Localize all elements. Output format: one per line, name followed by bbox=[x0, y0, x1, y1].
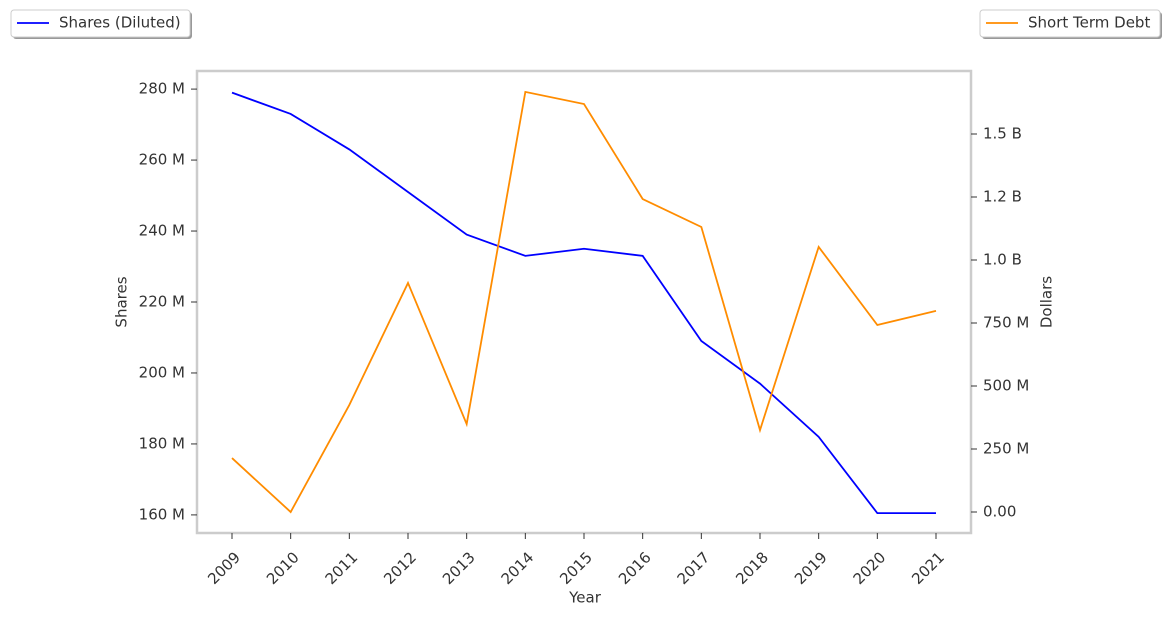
y-tick-label: 160 M bbox=[139, 505, 185, 523]
x-tick-label: 2010 bbox=[263, 548, 303, 588]
legend-label: Short Term Debt bbox=[1028, 14, 1150, 32]
x-tick-label: 2015 bbox=[556, 548, 596, 588]
x-tick-label: 2009 bbox=[204, 548, 244, 588]
x-tick-label: 2011 bbox=[322, 548, 362, 588]
y-tick-label: 260 M bbox=[139, 151, 185, 169]
x-tick-label: 2017 bbox=[674, 548, 714, 588]
x-tick-label: 2012 bbox=[380, 548, 420, 588]
legend-box bbox=[979, 9, 1161, 38]
x-tick-label: 2019 bbox=[791, 548, 831, 588]
y2-tick-label: 0.00 bbox=[983, 503, 1016, 521]
y2-tick-label: 250 M bbox=[983, 440, 1029, 458]
legend-label: Shares (Diluted) bbox=[59, 14, 181, 32]
y-axis-label: Shares bbox=[113, 276, 131, 327]
series-line bbox=[231, 90, 937, 514]
x-tick-label: 2020 bbox=[850, 548, 890, 588]
y2-tick-label: 750 M bbox=[983, 314, 1029, 332]
y-tick-label: 240 M bbox=[139, 222, 185, 240]
x-tick-label: 2013 bbox=[439, 548, 479, 588]
plot-frame bbox=[195, 69, 973, 535]
y2-tick-label: 500 M bbox=[983, 377, 1029, 395]
x-tick-label: 2018 bbox=[732, 548, 772, 588]
series-line bbox=[231, 91, 936, 515]
y-tick-label: 280 M bbox=[139, 80, 185, 98]
x-tick-label: 2014 bbox=[498, 548, 538, 588]
y-tick-label: 200 M bbox=[139, 363, 185, 381]
legend-box bbox=[10, 9, 191, 38]
x-tick-label: 2021 bbox=[908, 548, 948, 588]
y2-tick-label: 1.2 B bbox=[983, 188, 1022, 206]
y2-tick-label: 1.5 B bbox=[983, 125, 1022, 143]
y-tick-label: 180 M bbox=[139, 434, 185, 452]
y2-tick-label: 1.0 B bbox=[983, 251, 1022, 269]
x-tick-label: 2016 bbox=[615, 548, 655, 588]
y-tick-label: 220 M bbox=[139, 293, 185, 311]
y2-axis-label: Dollars bbox=[1038, 276, 1056, 328]
x-axis-label: Year bbox=[568, 589, 602, 607]
